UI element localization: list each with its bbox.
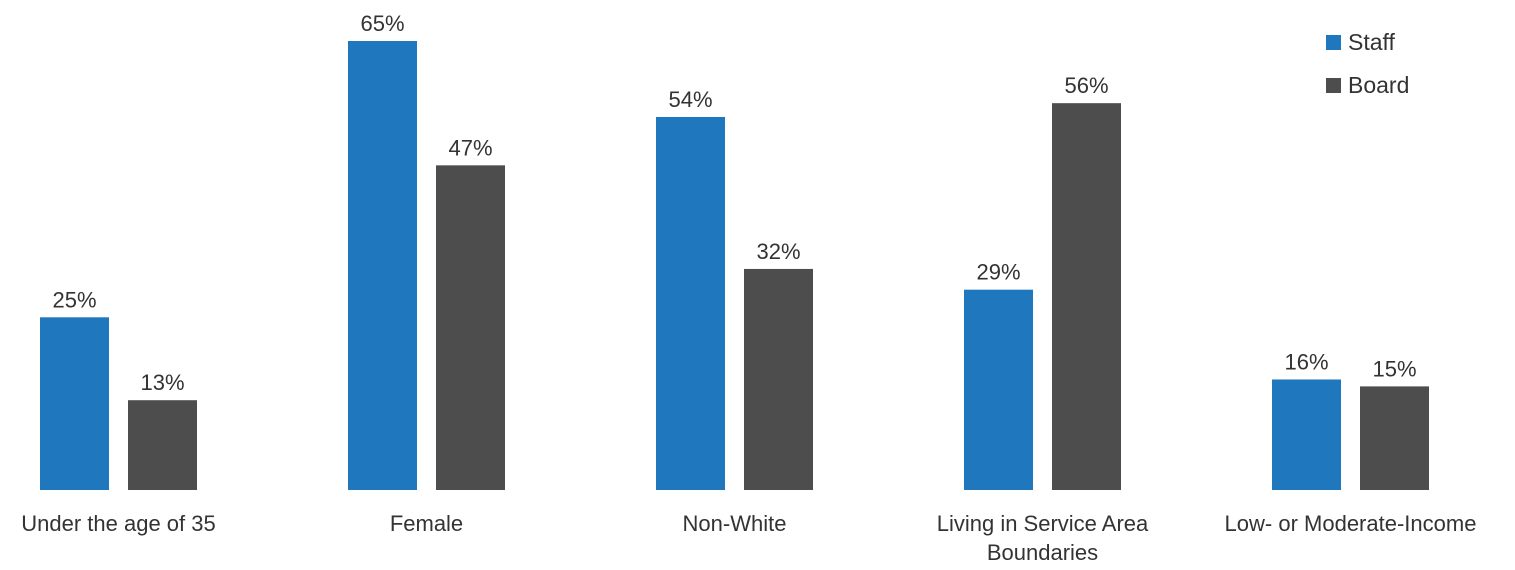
legend-swatch-staff [1326, 35, 1341, 50]
category-label-0: Under the age of 35 [21, 511, 215, 536]
value-label-staff-4: 16% [1284, 349, 1328, 374]
value-label-board-1: 47% [448, 135, 492, 160]
bar-board-3 [1052, 103, 1121, 491]
category-label-3-line-1: Boundaries [987, 540, 1098, 565]
legend-label-staff: Staff [1348, 29, 1395, 55]
value-label-staff-1: 65% [360, 11, 404, 36]
value-label-board-4: 15% [1372, 356, 1416, 381]
legend-swatch-board [1326, 78, 1341, 93]
bar-staff-1 [348, 41, 417, 490]
value-label-staff-0: 25% [52, 287, 96, 312]
value-label-board-3: 56% [1064, 73, 1108, 98]
category-labels-layer: Under the age of 35 Female Non-White Living… [21, 511, 1476, 565]
bars-layer [40, 41, 1429, 491]
value-label-board-2: 32% [756, 239, 800, 264]
value-label-staff-2: 54% [668, 87, 712, 112]
value-label-board-0: 13% [140, 370, 184, 395]
bar-staff-3 [964, 289, 1033, 490]
category-label-3-line-0: Living in Service Area [937, 511, 1149, 536]
bar-staff-0 [40, 317, 109, 490]
bar-board-4 [1360, 386, 1429, 490]
bar-board-0 [128, 400, 197, 490]
value-labels-layer: 25% 13% 65% 47% 54% 32% 29% 56% 16% 15% [52, 11, 1416, 395]
category-label-1: Female [390, 511, 463, 536]
legend: Staff Board [1326, 29, 1409, 98]
category-label-2: Non-White [683, 511, 787, 536]
value-label-staff-3: 29% [976, 260, 1020, 285]
bar-board-2 [744, 268, 813, 490]
category-label-4: Low- or Moderate-Income [1225, 511, 1477, 536]
bar-staff-4 [1272, 379, 1341, 490]
bar-staff-2 [656, 116, 725, 490]
legend-label-board: Board [1348, 72, 1409, 98]
bar-board-1 [436, 165, 505, 491]
